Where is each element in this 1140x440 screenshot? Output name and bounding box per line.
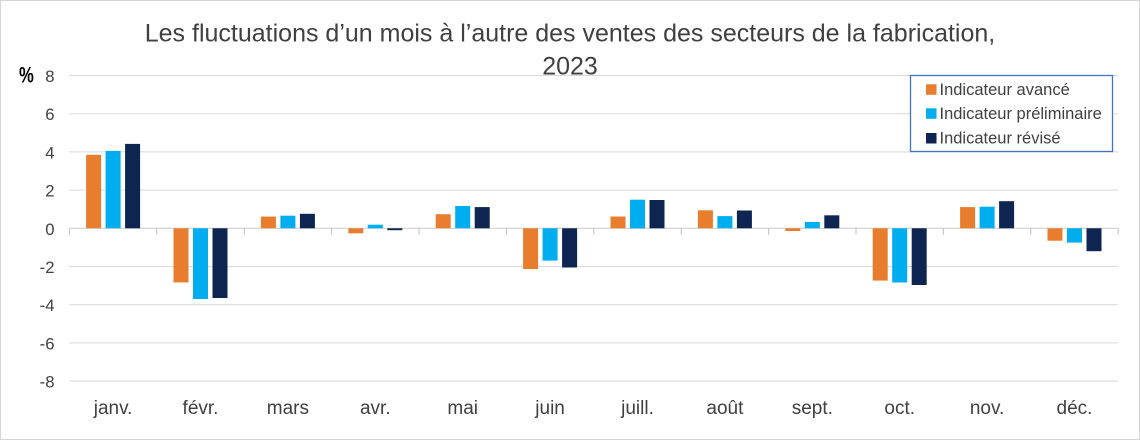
svg-text:mars: mars xyxy=(267,398,309,419)
svg-text:4: 4 xyxy=(45,143,54,162)
svg-text:nov.: nov. xyxy=(970,398,1005,419)
svg-text:2: 2 xyxy=(45,182,54,201)
svg-text:-2: -2 xyxy=(40,258,55,277)
svg-text:avr.: avr. xyxy=(360,398,391,419)
svg-text:%: % xyxy=(19,62,34,87)
svg-text:Indicateur révisé: Indicateur révisé xyxy=(940,130,1061,148)
svg-text:2023: 2023 xyxy=(542,52,598,80)
svg-text:-4: -4 xyxy=(40,296,55,315)
svg-text:6: 6 xyxy=(45,105,54,124)
svg-text:-8: -8 xyxy=(40,373,55,392)
svg-text:oct.: oct. xyxy=(884,398,915,419)
svg-text:déc.: déc. xyxy=(1057,398,1093,419)
svg-text:mai: mai xyxy=(447,398,478,419)
svg-text:Indicateur avancé: Indicateur avancé xyxy=(940,81,1070,99)
svg-text:Indicateur préliminaire: Indicateur préliminaire xyxy=(940,105,1102,123)
svg-text:févr.: févr. xyxy=(183,398,219,419)
svg-text:8: 8 xyxy=(45,67,54,86)
svg-text:sept.: sept. xyxy=(792,398,833,419)
svg-text:-6: -6 xyxy=(40,334,55,353)
svg-text:janv.: janv. xyxy=(93,398,133,419)
svg-text:août: août xyxy=(706,398,744,419)
svg-text:juill.: juill. xyxy=(620,398,654,419)
svg-text:Les fluctuations d’un mois à l: Les fluctuations d’un mois à l’autre des… xyxy=(145,20,995,48)
svg-text:juin: juin xyxy=(534,398,565,419)
svg-text:0: 0 xyxy=(45,220,54,239)
